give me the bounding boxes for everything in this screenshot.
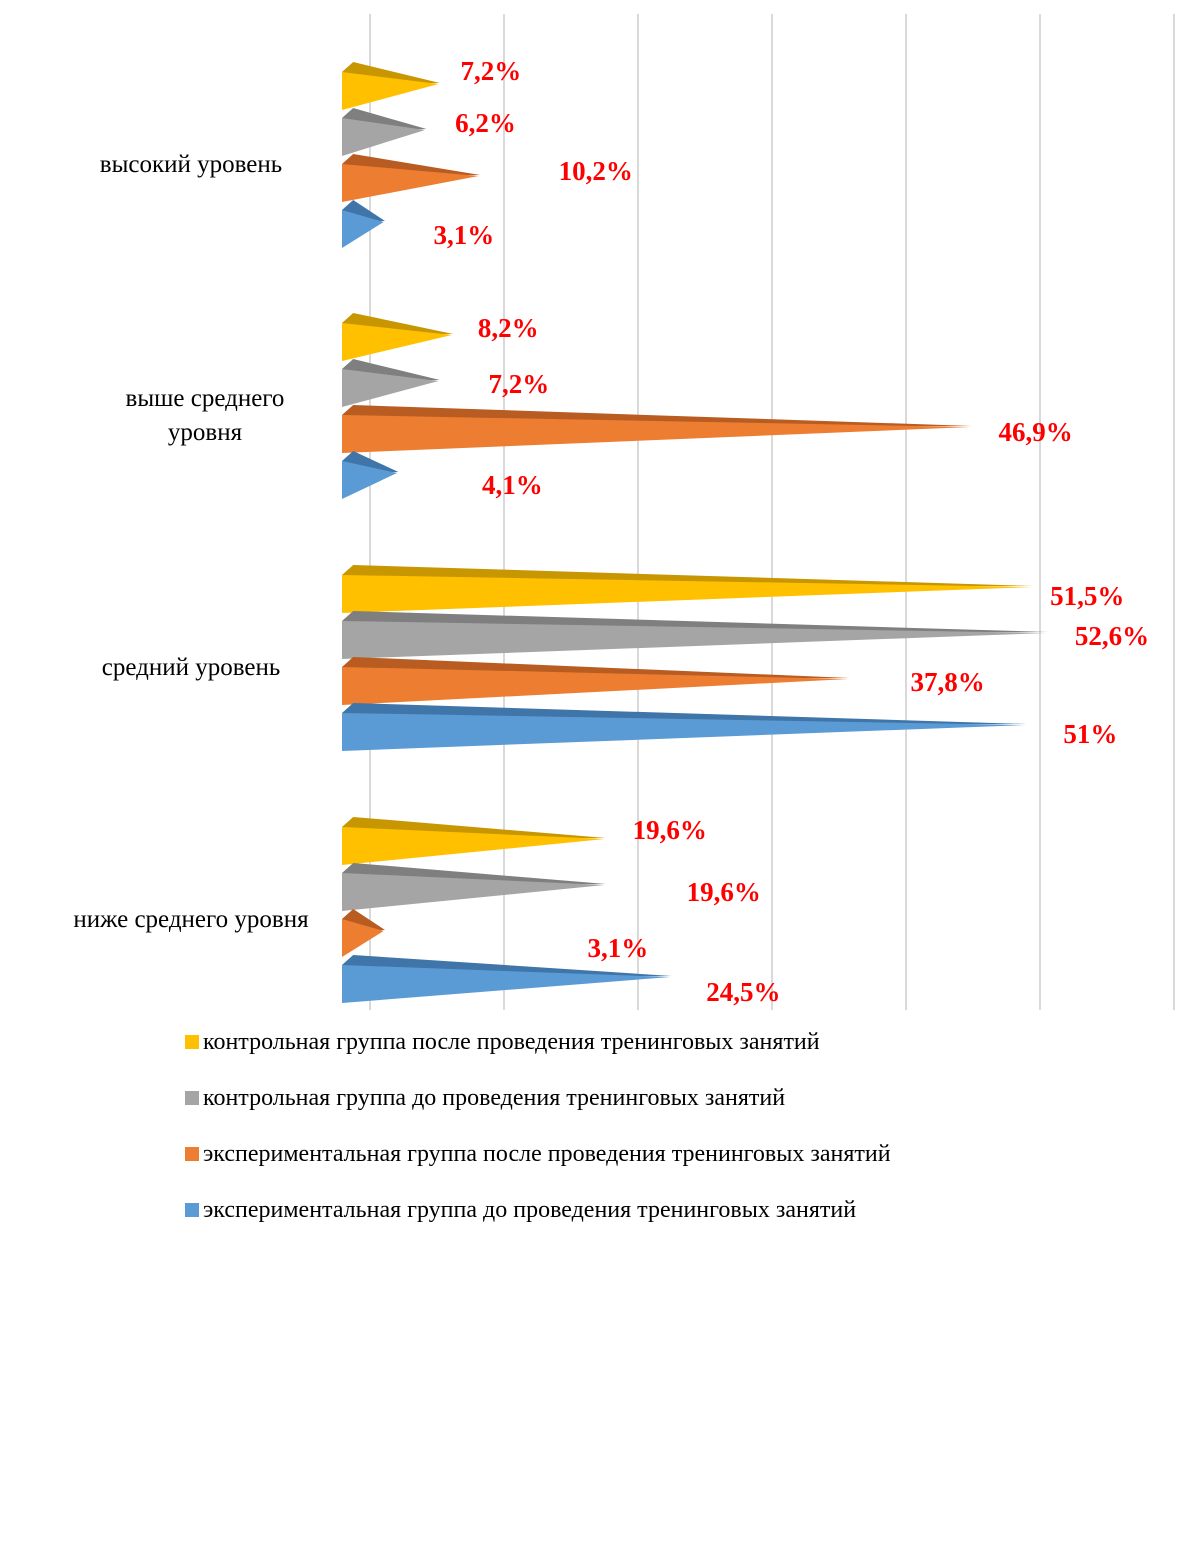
- bar: [342, 72, 439, 110]
- chart: высокий уровень выше среднего уровня средни…: [73, 14, 1175, 1010]
- legend-item: контрольная группа до проведения тренинг…: [185, 1084, 1165, 1112]
- legend-swatch: [185, 1091, 199, 1105]
- data-label: 37,8%: [911, 667, 985, 697]
- bar: [342, 415, 971, 453]
- legend-item: экспериментальная группа после проведени…: [185, 1140, 1165, 1168]
- legend-swatch: [185, 1203, 199, 1217]
- data-labels: 7,2% 6,2% 10,2% 3,1% 8,2% 7,2% 46,9% 4,1% 51,5% 5…: [434, 56, 1150, 1007]
- bar: [342, 369, 439, 407]
- bar: [342, 210, 384, 248]
- data-label: 3,1%: [588, 933, 649, 963]
- category-labels: высокий уровень выше среднего уровня средни…: [73, 151, 309, 933]
- data-label: 10,2%: [559, 156, 633, 186]
- legend-swatch: [185, 1035, 199, 1049]
- legend-label: контрольная группа до проведения тренинг…: [203, 1084, 786, 1111]
- bar: [342, 575, 1033, 613]
- legend-swatch: [185, 1147, 199, 1161]
- legend-item: контрольная группа после проведения трен…: [185, 1028, 1165, 1056]
- data-label: 4,1%: [482, 470, 543, 500]
- bar: [342, 713, 1026, 751]
- bar: [342, 667, 849, 705]
- data-label: 24,5%: [706, 977, 780, 1007]
- bar: [342, 118, 426, 156]
- bar: [342, 461, 397, 499]
- gridlines: [369, 14, 1175, 1010]
- bar: [342, 323, 452, 361]
- legend-label: контрольная группа после проведения трен…: [203, 1028, 820, 1055]
- data-label: 19,6%: [633, 815, 707, 845]
- data-label: 7,2%: [460, 56, 521, 86]
- bar: [342, 827, 605, 865]
- bar: [342, 164, 479, 202]
- bar: [342, 919, 384, 957]
- bar: [342, 621, 1047, 659]
- category-label: средний уровень: [102, 654, 281, 681]
- category-label: ниже среднего уровня: [73, 906, 309, 933]
- data-label: 51,5%: [1050, 581, 1124, 611]
- data-label: 7,2%: [488, 369, 549, 399]
- category-label: высокий уровень: [100, 151, 282, 178]
- legend-label: экспериментальная группа после проведени…: [203, 1140, 891, 1167]
- data-label: 3,1%: [434, 220, 495, 250]
- legend-item: экспериментальная группа до проведения т…: [185, 1196, 1165, 1224]
- category-label: выше среднего уровня: [126, 385, 285, 446]
- bar: [342, 965, 671, 1003]
- data-label: 8,2%: [478, 313, 539, 343]
- legend-label: экспериментальная группа до проведения т…: [203, 1196, 857, 1223]
- bar: [342, 873, 605, 911]
- data-label: 52,6%: [1075, 621, 1149, 651]
- data-label: 46,9%: [998, 417, 1072, 447]
- bars: [342, 62, 1049, 1003]
- data-label: 6,2%: [455, 108, 516, 138]
- data-label: 19,6%: [687, 877, 761, 907]
- data-label: 51%: [1063, 719, 1117, 749]
- legend: контрольная группа после проведения трен…: [185, 1028, 1165, 1252]
